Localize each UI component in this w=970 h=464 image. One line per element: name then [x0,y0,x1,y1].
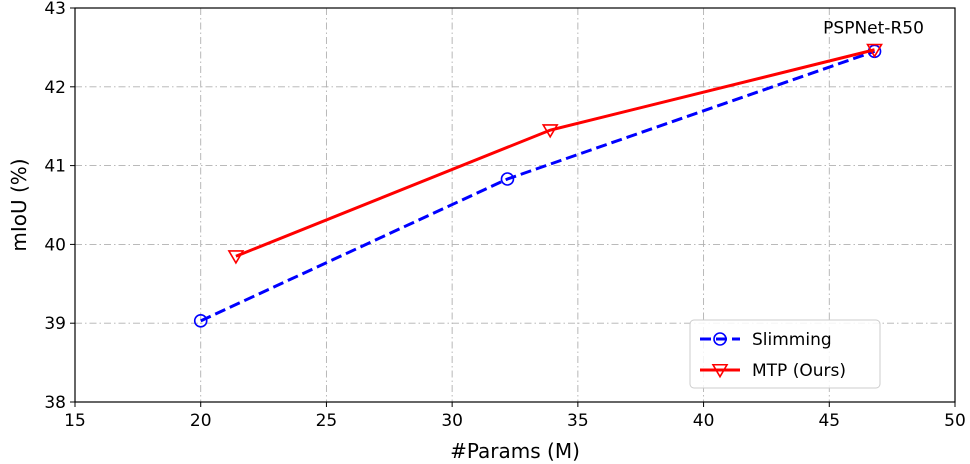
y-tick-label: 38 [44,393,66,413]
series-line-0 [200,49,876,323]
ticks: 15 20 25 30 35 40 45 50 38 39 40 41 42 43 [44,0,965,431]
x-tick-label: 30 [441,411,463,431]
x-tick-label: 40 [693,411,715,431]
series-line-1 [235,48,875,258]
y-tick-label: 43 [44,0,66,19]
x-tick-label: 45 [818,411,840,431]
plot-frame [74,7,956,403]
x-tick-label: 25 [316,411,338,431]
legend-marker-1 [711,363,729,379]
x-tick-label: 35 [567,411,589,431]
y-tick-label: 40 [44,235,66,255]
annotation-label: PSPNet-R50 [823,18,924,38]
data-point-0 [193,314,208,328]
x-tick-label: 20 [190,411,212,431]
legend: Slimming MTP (Ours) [689,319,881,389]
x-axis-label: #Params (M) [450,439,580,463]
series-layer [193,43,883,328]
data-point-1 [866,43,883,58]
legend-label-0: Slimming [752,330,832,350]
data-point-0 [500,172,515,186]
y-axis-label: mIoU (%) [7,158,31,251]
y-tick-label: 41 [44,157,66,177]
legend-label-1: MTP (Ours) [752,361,846,381]
x-tick-label: 50 [944,411,966,431]
data-point-1 [541,124,559,139]
x-tick-label: 15 [64,411,86,431]
legend-marker-0 [713,332,727,346]
data-point-1 [227,250,245,265]
annotations: PSPNet-R50 [823,18,924,38]
y-tick-label: 42 [44,78,66,98]
y-tick-label: 39 [44,314,66,334]
